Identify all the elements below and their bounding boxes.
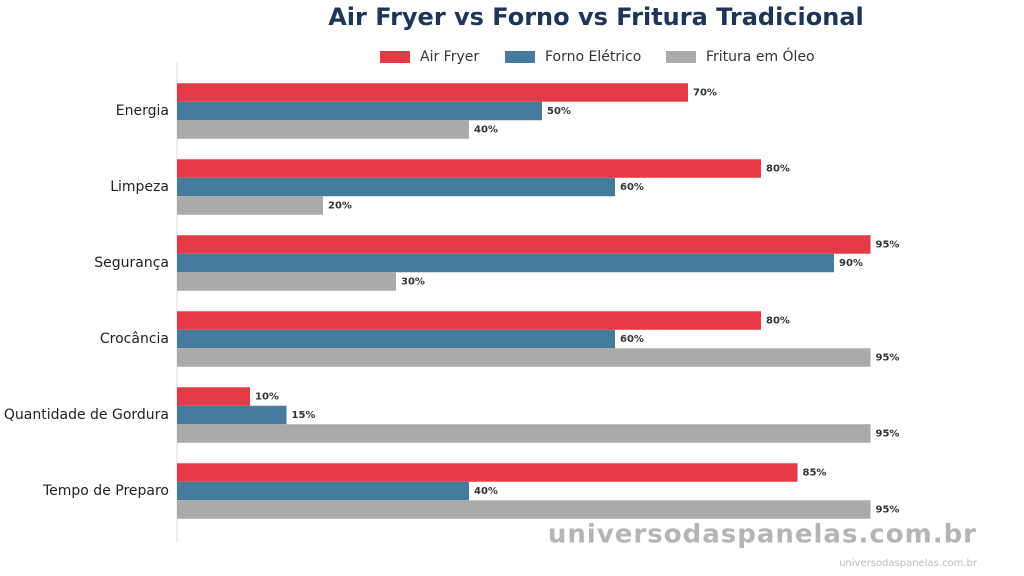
chart-title: Air Fryer vs Forno vs Fritura Tradiciona… [328, 3, 864, 31]
legend-swatch [505, 51, 535, 63]
bar [177, 235, 871, 254]
y-tick-label: Limpeza [110, 179, 169, 195]
value-label: 50% [547, 106, 571, 117]
y-tick-label: Tempo de Preparo [42, 483, 169, 499]
legend-swatch [666, 51, 696, 63]
y-tick-label: Crocância [100, 331, 169, 347]
value-label: 95% [876, 240, 900, 251]
bar [177, 424, 871, 443]
bar [177, 101, 542, 121]
bar [177, 83, 688, 102]
value-label: 95% [876, 353, 900, 364]
bar [177, 272, 396, 291]
bar [177, 387, 250, 406]
legend-label: Fritura em Óleo [706, 47, 815, 65]
value-label: 80% [766, 316, 790, 327]
value-label: 10% [255, 392, 279, 403]
bar [177, 405, 287, 425]
value-label: 70% [693, 88, 717, 99]
legend-label: Forno Elétrico [545, 49, 641, 65]
value-label: 90% [839, 258, 863, 269]
value-label: 15% [292, 410, 316, 421]
bar [177, 463, 798, 482]
bar [177, 348, 871, 367]
value-label: 20% [328, 201, 352, 212]
value-label: 40% [474, 486, 498, 497]
bar [177, 177, 615, 197]
value-label: 95% [876, 429, 900, 440]
value-label: 95% [876, 505, 900, 516]
bar [177, 500, 871, 519]
bar [177, 253, 834, 273]
y-tick-label: Energia [116, 103, 169, 119]
y-tick-label: Quantidade de Gordura [4, 407, 169, 423]
bar [177, 120, 469, 139]
watermark-small: universodaspanelas.com.br [839, 558, 978, 569]
value-label: 40% [474, 125, 498, 136]
value-label: 60% [620, 182, 644, 193]
bar [177, 481, 469, 501]
value-label: 85% [803, 468, 827, 479]
bar [177, 329, 615, 349]
value-label: 80% [766, 164, 790, 175]
value-label: 60% [620, 334, 644, 345]
bar [177, 159, 761, 178]
bar [177, 196, 323, 215]
value-label: 30% [401, 277, 425, 288]
legend-label: Air Fryer [420, 49, 479, 65]
y-tick-label: Segurança [94, 255, 169, 271]
watermark: universodaspanelas.com.br [548, 520, 977, 550]
legend-swatch [380, 51, 410, 63]
bar [177, 311, 761, 330]
